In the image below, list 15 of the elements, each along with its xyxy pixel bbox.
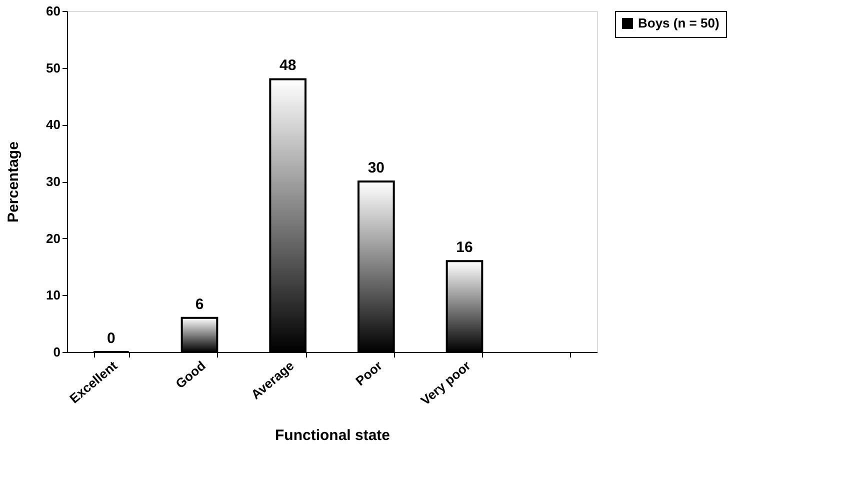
y-tick-label: 40 [46,117,60,132]
y-tick-label: 50 [46,60,60,76]
data-label: 16 [456,239,473,256]
data-label: 30 [368,160,385,176]
y-tick-label: 20 [46,230,60,246]
data-label: 6 [195,296,204,313]
y-tick-label: 60 [46,4,60,18]
data-label: 0 [106,330,116,347]
x-axis-title: Functional state [274,427,390,444]
legend-label: Boys (n = 50) [638,16,720,30]
data-label: 48 [279,57,296,74]
y-tick-label: 30 [46,174,60,189]
y-tick-label: 0 [53,344,60,360]
y-axis-title: Percentage [5,142,22,222]
y-tick-label: 10 [46,288,60,303]
